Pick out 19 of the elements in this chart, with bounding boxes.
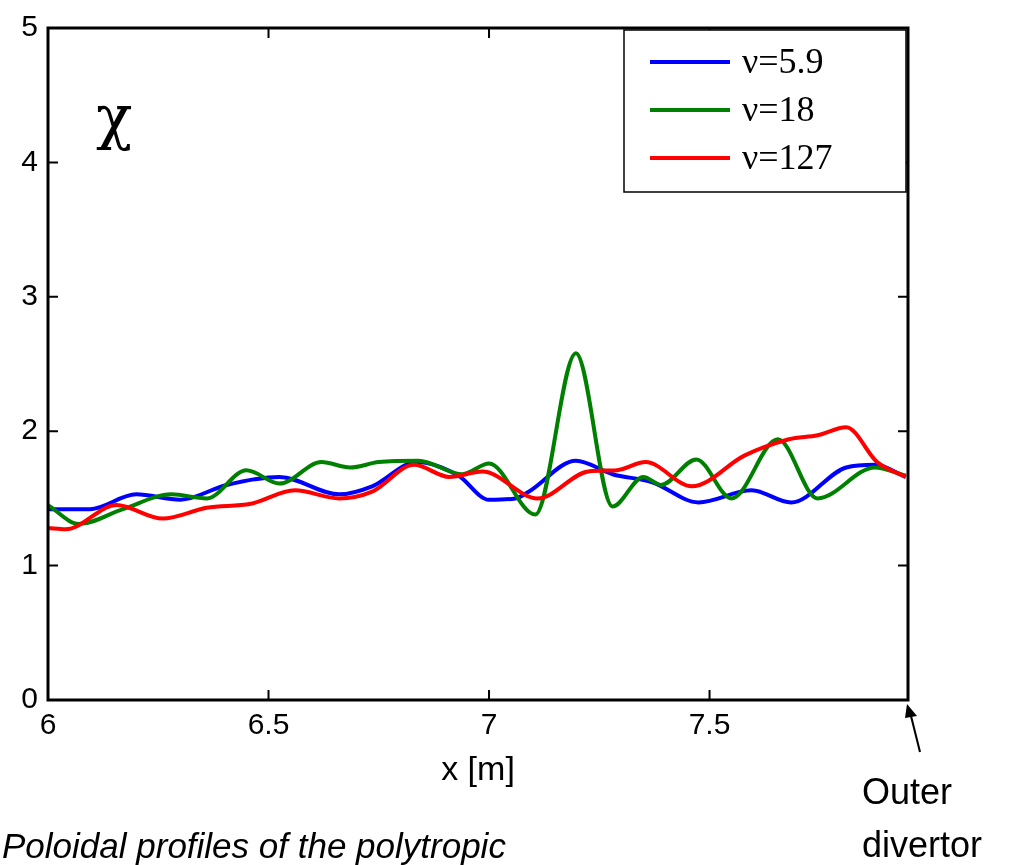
legend-label: ν=5.9 [742,41,824,82]
line-series [48,425,908,532]
legend-label: ν=18 [742,89,815,130]
x-tick-label: 7 [480,707,498,741]
x-axis-title: x [m] [441,748,515,787]
annotation: χ [96,82,133,152]
line-series [48,351,908,526]
x-tick-label: 6.5 [247,707,290,741]
legend-label: ν=127 [742,137,833,178]
x-tick-label: 6 [39,707,57,741]
y-tick-label: 5 [21,9,38,43]
y-tick-label: 4 [21,143,38,177]
x-tick-label: 7.5 [688,707,731,741]
y-tick-label: 3 [21,278,38,312]
y-tick-label: 0 [21,681,38,715]
text: Outer divertor [862,771,983,865]
text: Poloidal profiles of the polytropic [2,826,507,865]
y-tick-label: 2 [21,412,38,446]
y-tick-label: 1 [21,546,38,580]
